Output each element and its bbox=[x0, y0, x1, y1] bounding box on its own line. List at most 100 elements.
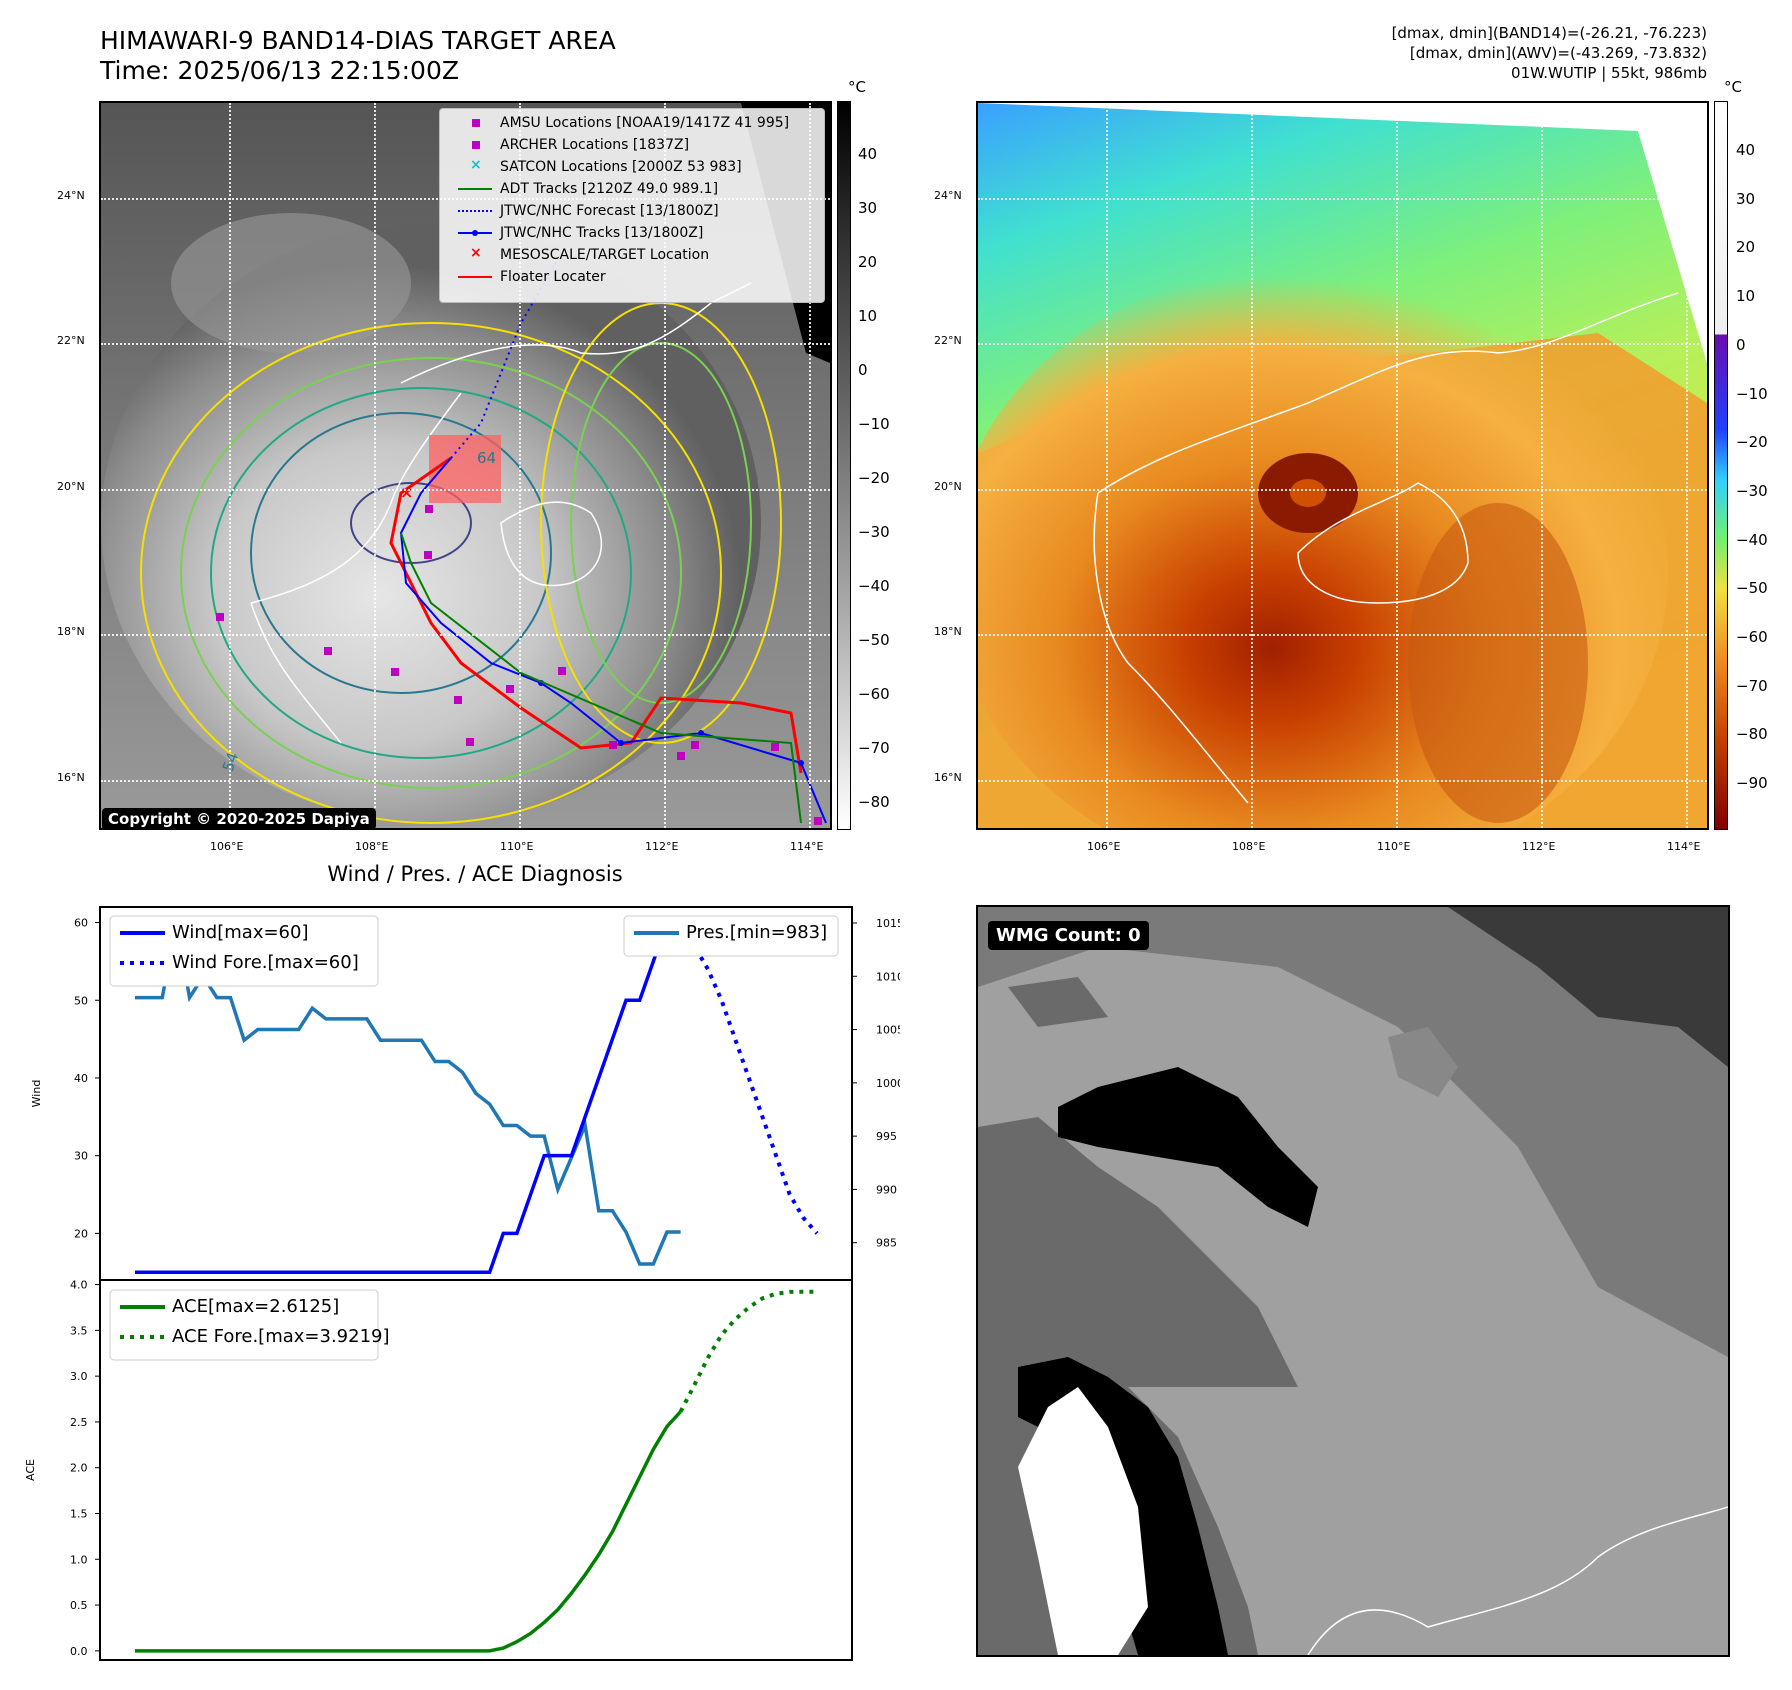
band14-colorbar-tick: −10 bbox=[858, 415, 890, 433]
wind-forecast-series-line bbox=[678, 921, 819, 1235]
awv-lat-label-18n: 18°N bbox=[934, 625, 962, 638]
awv-gridline-108e bbox=[1251, 103, 1253, 828]
lon-label-110e: 110°E bbox=[500, 840, 534, 853]
meta-awv-range: [dmax, dmin](AWV)=(-43.269, -73.832) bbox=[1409, 44, 1707, 62]
awv-colorbar-tick: 40 bbox=[1736, 141, 1756, 159]
wmg-imagery bbox=[978, 907, 1728, 1655]
wmg-count-badge: WMG Count: 0 bbox=[988, 921, 1149, 950]
band14-colorbar-tick: 30 bbox=[858, 199, 878, 217]
awv-gridline-16n bbox=[978, 780, 1707, 782]
lat-label-20n: 20°N bbox=[57, 480, 85, 493]
ace-tick-label: 1.5 bbox=[70, 1507, 88, 1520]
gridline-22n bbox=[101, 343, 830, 345]
ace-tick-label: 1.0 bbox=[70, 1553, 88, 1566]
awv-map-panel bbox=[976, 101, 1709, 830]
band14-colorbar-tick: −50 bbox=[858, 631, 890, 649]
band14-colorbar-tick: −70 bbox=[858, 739, 890, 757]
pressure-tick-label: 1015 bbox=[876, 917, 900, 930]
ace-tick-label: 2.5 bbox=[70, 1416, 88, 1429]
map-legend: AMSU Locations [NOAA19/1417Z 41 995] ARC… bbox=[439, 108, 825, 303]
ace-tick-label: 2.0 bbox=[70, 1462, 88, 1475]
pressure-tick-label: 1005 bbox=[876, 1024, 900, 1037]
legend-swatch-mesoscale: × bbox=[470, 245, 482, 261]
legend-swatch-adt bbox=[458, 179, 494, 199]
band14-colorbar-tick: 40 bbox=[858, 145, 878, 163]
figure-time: Time: 2025/06/13 22:15:00Z bbox=[100, 56, 459, 85]
band14-colorbar bbox=[837, 101, 851, 830]
awv-colorbar-tick: 10 bbox=[1736, 287, 1756, 306]
wmg-panel: WMG Count: 0 bbox=[976, 905, 1730, 1657]
wind-tick-label: 20 bbox=[74, 1227, 88, 1240]
awv-gridline-112e bbox=[1541, 103, 1543, 828]
awv-lon-label-112e: 112°E bbox=[1522, 840, 1556, 853]
awv-gridline-110e bbox=[1396, 103, 1398, 828]
meta-band14-range: [dmax, dmin](BAND14)=(-26.21, -76.223) bbox=[1391, 24, 1707, 42]
ace-legend-label: ACE Fore.[max=3.9219] bbox=[172, 1326, 390, 1347]
awv-lat-label-16n: 16°N bbox=[934, 771, 962, 784]
awv-colorbar-unit: °C bbox=[1724, 78, 1742, 96]
band14-colorbar-tick: −60 bbox=[858, 685, 890, 703]
awv-colorbar-tick: 30 bbox=[1736, 189, 1756, 208]
ace-forecast-series-line bbox=[678, 1289, 817, 1413]
pressure-tick-label: 990 bbox=[876, 1183, 897, 1196]
gridline-20n bbox=[101, 489, 830, 491]
mesoscale-target-marker: × bbox=[400, 483, 413, 502]
copyright-badge: Copyright © 2020-2025 Dapiya bbox=[102, 808, 376, 828]
pressure-legend bbox=[623, 915, 839, 957]
gridline-112e bbox=[664, 103, 666, 828]
awv-imagery bbox=[978, 103, 1707, 828]
wind-series-line bbox=[135, 920, 681, 1274]
pressure-tick-label: 1000 bbox=[876, 1077, 900, 1090]
lon-label-114e: 114°E bbox=[790, 840, 824, 853]
ace-series-line bbox=[135, 1410, 682, 1653]
awv-colorbar-tick: 20 bbox=[1736, 238, 1756, 257]
awv-colorbar-tick: −20 bbox=[1736, 433, 1768, 452]
legend-swatch-archer bbox=[458, 135, 494, 155]
wind-legend bbox=[109, 915, 379, 987]
awv-colorbar-tick: 0 bbox=[1736, 335, 1746, 354]
ace-axis-label: ACE bbox=[24, 1459, 37, 1481]
band14-colorbar-tick: −20 bbox=[858, 469, 890, 487]
legend-swatch-amsu bbox=[458, 113, 494, 133]
awv-colorbar-tick: −10 bbox=[1736, 384, 1768, 403]
awv-gridline-18n bbox=[978, 634, 1707, 636]
band14-colorbar-tick: −40 bbox=[858, 577, 890, 595]
lat-label-16n: 16°N bbox=[57, 771, 85, 784]
band14-colorbar-unit: °C bbox=[848, 78, 866, 96]
wind-tick-label: 50 bbox=[74, 994, 88, 1007]
lon-label-108e: 108°E bbox=[355, 840, 389, 853]
gridline-106e bbox=[229, 103, 231, 828]
legend-swatch-satcon: × bbox=[470, 157, 482, 173]
awv-lon-label-106e: 106°E bbox=[1087, 840, 1121, 853]
awv-colorbar-tick: −60 bbox=[1736, 628, 1768, 646]
awv-lon-label-110e: 110°E bbox=[1377, 840, 1411, 853]
awv-lat-label-24n: 24°N bbox=[934, 189, 962, 202]
diagnosis-title: Wind / Pres. / ACE Diagnosis bbox=[327, 862, 623, 886]
ace-tick-label: 0.5 bbox=[70, 1599, 88, 1612]
lat-label-18n: 18°N bbox=[57, 625, 85, 638]
awv-gridline-20n bbox=[978, 489, 1707, 491]
awv-colorbar-tick: −50 bbox=[1736, 579, 1768, 598]
gridline-16n bbox=[101, 780, 830, 782]
ace-tick-label: 3.0 bbox=[70, 1370, 88, 1383]
lon-label-112e: 112°E bbox=[645, 840, 679, 853]
figure-title: HIMAWARI-9 BAND14-DIAS TARGET AREA bbox=[100, 26, 616, 55]
legend-swatch-jtwc-tracks bbox=[458, 223, 494, 243]
awv-colorbar-tick: −70 bbox=[1736, 676, 1768, 695]
awv-colorbar bbox=[1714, 101, 1728, 830]
lat-label-22n: 22°N bbox=[57, 334, 85, 347]
wind-tick-label: 60 bbox=[74, 917, 88, 930]
band14-map-panel: × AMSU Locations [NOAA19/1417Z 41 995] A… bbox=[99, 101, 832, 830]
legend-swatch-jtwc-forecast bbox=[458, 201, 494, 221]
pressure-series-line bbox=[135, 922, 681, 1266]
ace-tick-label: 4.0 bbox=[70, 1279, 88, 1292]
target-area-box bbox=[429, 435, 501, 503]
gridline-18n bbox=[101, 634, 830, 636]
pressure-tick-label: 995 bbox=[876, 1130, 897, 1143]
awv-colorbar-tick: −80 bbox=[1736, 725, 1768, 744]
awv-lat-label-20n: 20°N bbox=[934, 480, 962, 493]
awv-lon-label-108e: 108°E bbox=[1232, 840, 1266, 853]
contour-label-64: 64 bbox=[477, 449, 497, 467]
